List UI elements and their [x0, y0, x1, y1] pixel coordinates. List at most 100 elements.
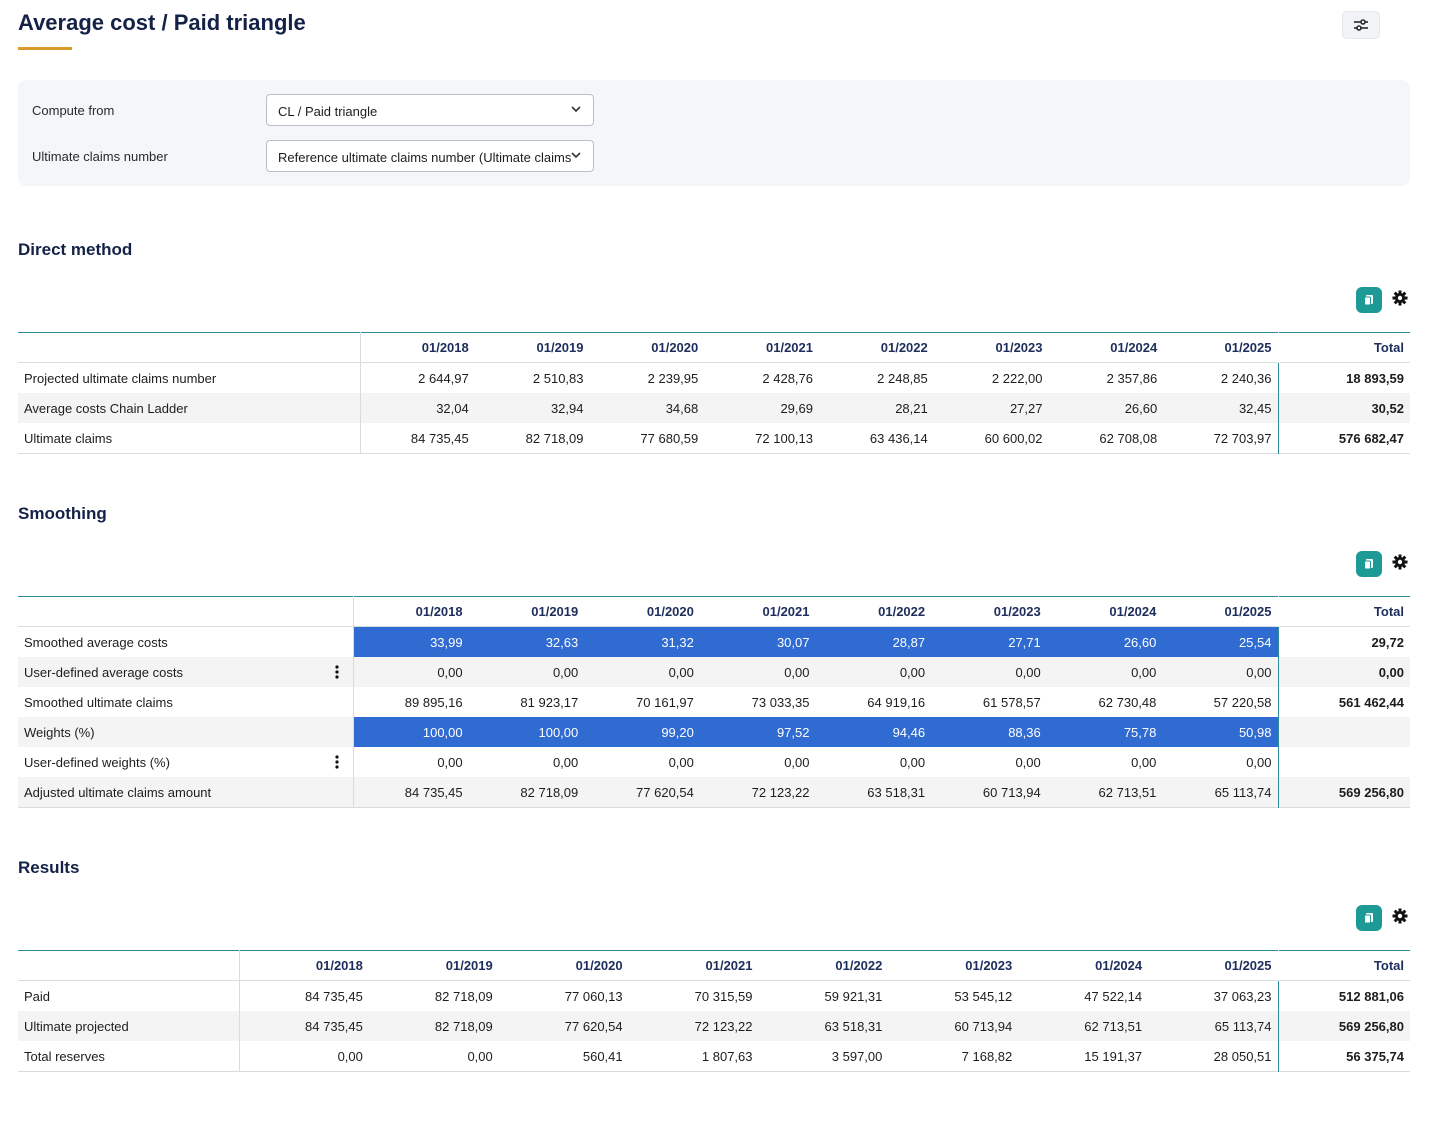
cell: 82 718,09: [369, 981, 499, 1012]
header-row: 01/201801/201901/202001/202101/202201/20…: [18, 951, 1410, 981]
settings-button[interactable]: [1392, 290, 1408, 311]
data-table: 01/201801/201901/202001/202101/202201/20…: [18, 596, 1410, 808]
filter-button[interactable]: [1342, 11, 1380, 39]
column-header: 01/2018: [353, 597, 469, 627]
table-row: Weights (%)100,00100,0099,2097,5294,4688…: [18, 717, 1410, 747]
cell: 84 735,45: [360, 423, 475, 454]
column-header: 01/2019: [469, 597, 585, 627]
cell: 65 113,74: [1148, 1011, 1278, 1041]
cell: 70 315,59: [629, 981, 759, 1012]
cell: 0,00: [700, 657, 816, 687]
select[interactable]: Reference ultimate claims number (Ultima…: [266, 140, 594, 172]
column-header: 01/2019: [475, 333, 590, 363]
table-row: Average costs Chain Ladder32,0432,9434,6…: [18, 393, 1410, 423]
cell: 2 248,85: [819, 363, 934, 394]
cell: 53 545,12: [888, 981, 1018, 1012]
select[interactable]: CL / Paid triangle: [266, 94, 594, 126]
cell: 0,00: [816, 747, 932, 777]
row-label: Ultimate projected: [18, 1011, 239, 1041]
copy-button[interactable]: [1356, 551, 1382, 577]
section: Smoothing01/201801/201901/202001/202101/…: [18, 504, 1410, 808]
cell: 26,60: [1047, 627, 1163, 658]
section: Results01/201801/201901/202001/202101/20…: [18, 858, 1410, 1072]
cell: 0,00: [931, 657, 1047, 687]
cell: 7 168,82: [888, 1041, 1018, 1072]
row-label-text: Ultimate claims: [24, 431, 112, 446]
toolbar: [18, 898, 1410, 938]
cell: 84 735,45: [239, 1011, 369, 1041]
table-row: User-defined average costs0,000,000,000,…: [18, 657, 1410, 687]
cell: 99,20: [584, 717, 700, 747]
gear-icon[interactable]: [1392, 290, 1408, 306]
table-body: Projected ultimate claims number2 644,97…: [18, 363, 1410, 454]
table-row: Smoothed average costs33,9932,6331,3230,…: [18, 627, 1410, 658]
row-menu[interactable]: [335, 665, 339, 679]
column-header: 01/2018: [360, 333, 475, 363]
cell: 29,69: [704, 393, 819, 423]
total-cell: 561 462,44: [1278, 687, 1410, 717]
gear-icon[interactable]: [1392, 908, 1408, 924]
column-header: 01/2024: [1047, 597, 1163, 627]
column-header: 01/2019: [369, 951, 499, 981]
settings-button[interactable]: [1392, 908, 1408, 929]
cell: 2 428,76: [704, 363, 819, 394]
cell: 27,71: [931, 627, 1047, 658]
row-label-text: Smoothed average costs: [24, 635, 168, 650]
cell: 0,00: [239, 1041, 369, 1072]
cell: 2 239,95: [590, 363, 705, 394]
copy-button[interactable]: [1356, 905, 1382, 931]
row-label-text: Projected ultimate claims number: [24, 371, 216, 386]
row-label: Projected ultimate claims number: [18, 363, 360, 394]
toolbar: [18, 280, 1410, 320]
controls-panel: Compute from CL / Paid triangle Ultimate…: [18, 80, 1410, 186]
cell: 62 713,51: [1047, 777, 1163, 808]
cell: 77 620,54: [499, 1011, 629, 1041]
cell: 31,32: [584, 627, 700, 658]
cell: 84 735,45: [353, 777, 469, 808]
column-header: 01/2025: [1163, 333, 1278, 363]
cell: 560,41: [499, 1041, 629, 1072]
row-label: Smoothed ultimate claims: [18, 687, 353, 717]
gear-icon[interactable]: [1392, 554, 1408, 570]
row-label: User-defined weights (%): [18, 747, 353, 777]
row-label-text: Paid: [24, 989, 50, 1004]
row-label: User-defined average costs: [18, 657, 353, 687]
table-head: 01/201801/201901/202001/202101/202201/20…: [18, 333, 1410, 363]
column-header: 01/2018: [239, 951, 369, 981]
column-header: 01/2020: [584, 597, 700, 627]
total-cell: 29,72: [1278, 627, 1410, 658]
table-row: Adjusted ultimate claims amount84 735,45…: [18, 777, 1410, 808]
column-header: Total: [1278, 951, 1410, 981]
cell: 32,63: [469, 627, 585, 658]
cell: 72 123,22: [700, 777, 816, 808]
section: Direct method01/201801/201901/202001/202…: [18, 240, 1410, 454]
cell: 28,21: [819, 393, 934, 423]
settings-button[interactable]: [1392, 554, 1408, 575]
cell: 100,00: [353, 717, 469, 747]
total-cell: 569 256,80: [1278, 1011, 1410, 1041]
table-head: 01/201801/201901/202001/202101/202201/20…: [18, 597, 1410, 627]
cell: 59 921,31: [759, 981, 889, 1012]
cell: 47 522,14: [1018, 981, 1148, 1012]
cell: 75,78: [1047, 717, 1163, 747]
cell: 73 033,35: [700, 687, 816, 717]
copy-button[interactable]: [1356, 287, 1382, 313]
cell: 88,36: [931, 717, 1047, 747]
row-label: Average costs Chain Ladder: [18, 393, 360, 423]
table-body: Smoothed average costs33,9932,6331,3230,…: [18, 627, 1410, 808]
cell: 62 708,08: [1049, 423, 1164, 454]
column-header: 01/2022: [819, 333, 934, 363]
cell: 0,00: [931, 747, 1047, 777]
column-header: 01/2024: [1049, 333, 1164, 363]
header-cell: [18, 951, 239, 981]
cell: 32,94: [475, 393, 590, 423]
row-menu[interactable]: [335, 755, 339, 769]
cell: 26,60: [1049, 393, 1164, 423]
cell: 77 060,13: [499, 981, 629, 1012]
cell: 60 600,02: [934, 423, 1049, 454]
total-cell: 569 256,80: [1278, 777, 1410, 808]
row-label: Ultimate claims: [18, 423, 360, 454]
cell: 100,00: [469, 717, 585, 747]
cell: 94,46: [816, 717, 932, 747]
header-cell: [18, 597, 353, 627]
